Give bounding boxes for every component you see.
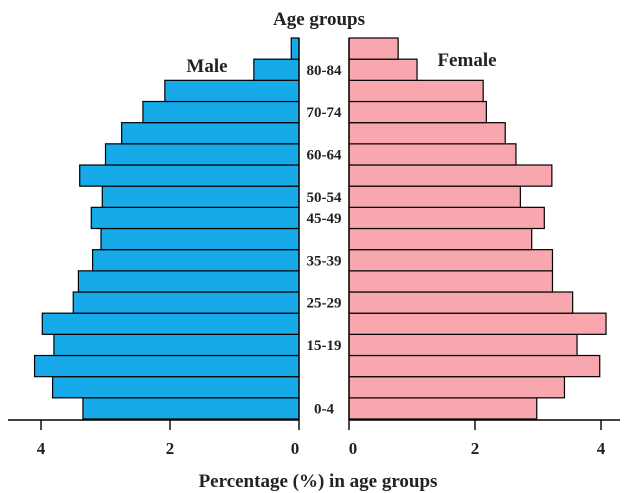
age-group-label-50-54: 50-54 (307, 190, 342, 206)
male-bar-60-64 (104, 143, 300, 166)
male-bar-30-34 (77, 270, 300, 293)
female-bar-0-4 (348, 397, 538, 420)
male-bar-50-54 (101, 185, 300, 208)
female-bar-55-59 (348, 164, 553, 187)
x-tick-label-male-4: 4 (37, 439, 46, 458)
male-bar-65-69 (121, 122, 300, 145)
male-bar-85+ (290, 37, 300, 60)
female-bar-65-69 (348, 122, 506, 145)
age-group-label-70-74: 70-74 (307, 105, 342, 121)
female-bars (348, 37, 607, 420)
female-bar-30-34 (348, 270, 554, 293)
female-bar-75-79 (348, 79, 484, 103)
female-bar-40-44 (348, 227, 533, 251)
age-group-label-60-64: 60-64 (307, 147, 342, 163)
age-group-labels: 0-4 15-19 25-29 35-39 45-49 50-54 60-64 70-74 80… (307, 63, 342, 418)
male-bars (33, 37, 300, 420)
female-bar-35-39 (348, 249, 554, 272)
female-bar-20-24 (348, 312, 607, 335)
age-group-label-25-29: 25-29 (307, 296, 342, 312)
male-bar-55-59 (79, 164, 300, 187)
male-bar-15-19 (53, 333, 300, 357)
male-bar-25-29 (72, 291, 300, 314)
x-axis-label: Percentage (%) in age groups (199, 471, 438, 492)
female-bar-25-29 (348, 291, 574, 314)
male-bar-45-49 (90, 206, 300, 230)
x-tick-label-male-2: 2 (166, 439, 175, 458)
male-bar-35-39 (91, 249, 300, 272)
x-tick-label-female-4: 4 (597, 439, 606, 458)
female-bar-15-19 (348, 333, 578, 357)
female-bar-80-84 (348, 58, 418, 81)
male-bar-40-44 (100, 227, 300, 251)
x-tick-label-female-0: 0 (349, 439, 358, 458)
female-bar-70-74 (348, 100, 487, 124)
x-tick-labels: 4 2 0 0 2 4 (37, 439, 606, 458)
female-bar-85+ (348, 37, 399, 60)
female-bar-45-49 (348, 206, 545, 230)
chart-title: Age groups (273, 9, 365, 30)
x-tick-label-female-2: 2 (471, 439, 480, 458)
female-bar-5-9 (348, 376, 566, 399)
x-tick-label-male-0: 0 (291, 439, 300, 458)
female-bar-50-54 (348, 185, 521, 208)
axes (8, 38, 620, 430)
male-bar-20-24 (41, 312, 300, 335)
age-group-label-45-49: 45-49 (307, 211, 342, 227)
age-group-label-0-4: 0-4 (314, 401, 334, 417)
female-bar-10-14 (348, 354, 601, 378)
female-series-label: Female (437, 50, 496, 71)
male-bar-75-79 (164, 79, 300, 103)
male-bar-10-14 (33, 354, 300, 378)
male-bar-80-84 (253, 58, 300, 81)
age-group-label-80-84: 80-84 (307, 63, 342, 79)
male-series-label: Male (186, 56, 227, 77)
age-group-label-15-19: 15-19 (307, 338, 342, 354)
male-bar-70-74 (142, 100, 300, 124)
male-bar-5-9 (52, 376, 300, 399)
male-bar-0-4 (82, 397, 300, 420)
female-bar-60-64 (348, 143, 517, 166)
age-group-label-35-39: 35-39 (307, 253, 342, 269)
